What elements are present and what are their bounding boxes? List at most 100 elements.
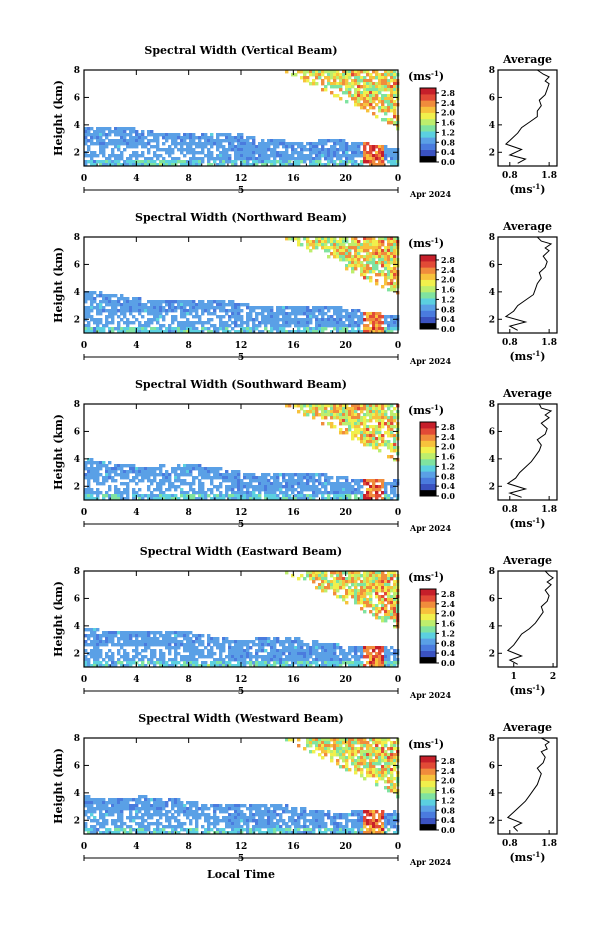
- heatmap-cell: [177, 330, 181, 334]
- heatmap-cell: [378, 661, 382, 665]
- heatmap-cell: [360, 106, 364, 110]
- heatmap-cell: [387, 577, 391, 581]
- heatmap-cell: [270, 154, 274, 158]
- heatmap-cell: [387, 601, 391, 605]
- heatmap-cell: [390, 88, 394, 92]
- heatmap-cell: [339, 419, 343, 423]
- heatmap-cell: [87, 664, 91, 668]
- heatmap-cell: [363, 160, 367, 164]
- heatmap-cell: [285, 237, 289, 241]
- heatmap-cell: [240, 151, 244, 155]
- heatmap-cell: [369, 163, 373, 167]
- colorbar-tick-label: 1.2: [441, 461, 455, 471]
- heatmap-cell: [360, 428, 364, 432]
- colorbar-tick-label: 2.4: [441, 432, 455, 442]
- heatmap-cell: [84, 327, 88, 331]
- heatmap-cell: [147, 321, 151, 325]
- heatmap-cell: [393, 655, 397, 659]
- heatmap-cell: [132, 154, 136, 158]
- heatmap-cell: [339, 574, 343, 578]
- heatmap-cell: [318, 574, 322, 578]
- heatmap-cell: [126, 133, 130, 137]
- heatmap-cell: [102, 297, 106, 301]
- heatmap-cell: [300, 661, 304, 665]
- heatmap-cell: [204, 309, 208, 313]
- heatmap-cell: [249, 145, 253, 149]
- heatmap-cell: [132, 300, 136, 304]
- heatmap-cell: [315, 76, 319, 80]
- heatmap-cell: [162, 664, 166, 668]
- heatmap-cell: [378, 240, 382, 244]
- heatmap-cell: [96, 309, 100, 313]
- heatmap-cell: [321, 330, 325, 334]
- colorbar-frame: [419, 254, 437, 330]
- heatmap-cell: [366, 571, 370, 575]
- heatmap-cell: [366, 497, 370, 501]
- heatmap-cell: [99, 491, 103, 495]
- heatmap-cell: [141, 819, 145, 823]
- heatmap-cell: [378, 577, 382, 581]
- heatmap-cell: [318, 643, 322, 647]
- heatmap-cell: [123, 142, 127, 146]
- heatmap-cell: [393, 449, 397, 453]
- heatmap-cell: [282, 664, 286, 668]
- heatmap-cell: [357, 252, 361, 256]
- heatmap-cell: [291, 482, 295, 486]
- heatmap-cell: [168, 330, 172, 334]
- heatmap-cell: [339, 315, 343, 319]
- heatmap-cell: [150, 303, 154, 307]
- heatmap-cell: [342, 246, 346, 250]
- heatmap-cell: [369, 404, 373, 408]
- avg-y-tick-label: 6: [489, 427, 495, 437]
- heatmap-cell: [144, 321, 148, 325]
- heatmap-cell: [117, 631, 121, 635]
- heatmap-cell: [99, 330, 103, 334]
- heatmap-cell: [354, 163, 358, 167]
- heatmap-cell: [357, 327, 361, 331]
- heatmap-cell: [105, 661, 109, 665]
- y-tick-label: 6: [74, 260, 80, 270]
- heatmap-cell: [348, 258, 352, 262]
- heatmap-cell: [381, 434, 385, 438]
- colorbar-segment: [420, 131, 436, 138]
- colorbar-segment: [420, 589, 436, 596]
- heatmap-cell: [369, 419, 373, 423]
- colorbar-segment: [420, 619, 436, 627]
- heatmap-cell: [114, 464, 118, 468]
- heatmap-cell: [156, 640, 160, 644]
- heatmap-cell: [333, 410, 337, 414]
- heatmap-cell: [105, 822, 109, 826]
- heatmap-cell: [138, 810, 142, 814]
- heatmap-cell: [306, 312, 310, 316]
- heatmap-cell: [90, 810, 94, 814]
- heatmap-cell: [159, 482, 163, 486]
- heatmap-cell: [324, 142, 328, 146]
- heatmap-cell: [378, 76, 382, 80]
- avg-title: Average: [502, 387, 552, 400]
- heatmap-cell: [249, 330, 253, 334]
- heatmap-cell: [375, 249, 379, 253]
- heatmap-cell: [348, 592, 352, 596]
- heatmap-cell: [165, 330, 169, 334]
- heatmap-cell: [390, 163, 394, 167]
- heatmap-cell: [141, 473, 145, 477]
- heatmap-cell: [273, 497, 277, 501]
- heatmap-cell: [141, 658, 145, 662]
- heatmap-cell: [324, 416, 328, 420]
- heatmap-cell: [282, 652, 286, 656]
- heatmap-cell: [384, 157, 388, 161]
- heatmap-cell: [348, 252, 352, 256]
- heatmap-cell: [315, 315, 319, 319]
- heatmap-cell: [87, 482, 91, 486]
- heatmap-cell: [384, 94, 388, 98]
- heatmap-cell: [324, 154, 328, 158]
- heatmap-cell: [267, 157, 271, 161]
- heatmap-cell: [87, 145, 91, 149]
- heatmap-cell: [267, 315, 271, 319]
- heatmap-cell: [351, 425, 355, 429]
- heatmap-cell: [276, 142, 280, 146]
- heatmap-cell: [321, 413, 325, 417]
- heatmap-cell: [330, 664, 334, 668]
- heatmap-cell: [198, 306, 202, 310]
- heatmap-cell: [156, 494, 160, 498]
